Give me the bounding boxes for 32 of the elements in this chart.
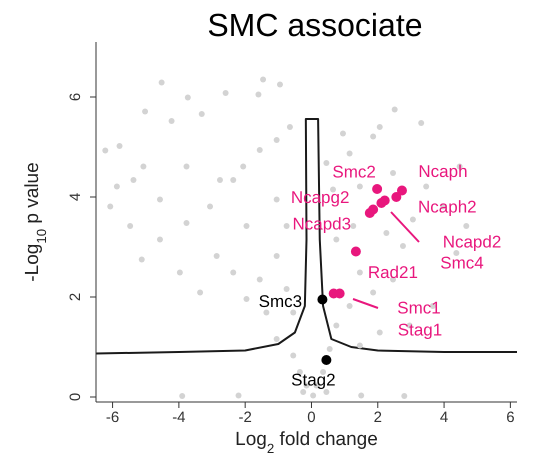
y-tick-label: 0 — [67, 392, 84, 402]
point — [317, 294, 328, 304]
y-tick-label: 2 — [67, 292, 84, 302]
annotation: Smc4 — [440, 254, 484, 272]
x-tick-label: 2 — [374, 409, 382, 426]
annotation: Stag1 — [398, 320, 442, 340]
line-series — [96, 118, 517, 354]
x-tick-label: -6 — [106, 409, 120, 426]
x-tick-label: 4 — [440, 409, 448, 426]
point — [350, 246, 361, 256]
point — [321, 355, 332, 365]
annotation: Smc3 — [258, 292, 302, 311]
annotation: Ncaph2 — [418, 198, 477, 216]
x-axis-title: Log$_{2}$ fold change — [235, 429, 378, 456]
point — [391, 192, 402, 202]
y-tick-label: 6 — [67, 92, 84, 102]
point — [364, 208, 375, 218]
annotation: Smc2 — [332, 162, 376, 182]
chart-title: SMC associate — [207, 7, 423, 43]
x-tick-label: -2 — [238, 409, 252, 426]
point — [372, 184, 382, 194]
y-tick-label: 4 — [67, 192, 84, 202]
point — [376, 198, 386, 208]
annotation: Stag2 — [291, 370, 336, 390]
annotation: Smc1 — [397, 298, 441, 318]
annotation: Ncaph — [418, 162, 468, 181]
x-tick-label: 6 — [506, 409, 515, 426]
x-tick-label: 0 — [307, 409, 316, 426]
annotation: Rad21 — [368, 263, 418, 282]
annotation: Ncapd2 — [442, 232, 502, 252]
x-tick-label: -4 — [172, 409, 186, 426]
point — [396, 186, 407, 196]
